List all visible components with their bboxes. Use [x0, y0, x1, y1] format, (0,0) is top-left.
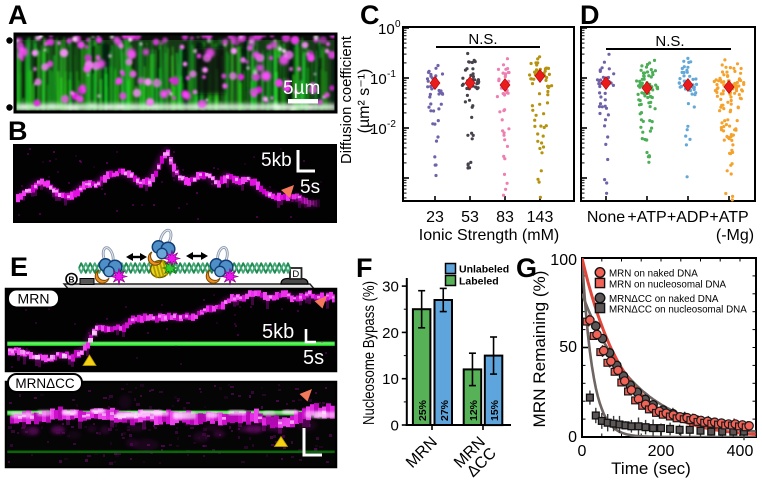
- svg-text:10: 10: [382, 371, 399, 388]
- svg-text:None: None: [587, 209, 625, 226]
- svg-text:50: 50: [559, 339, 577, 356]
- svg-text:5kb: 5kb: [261, 150, 292, 171]
- svg-text:5µm: 5µm: [283, 78, 320, 99]
- svg-text:Diffusion coefficient: Diffusion coefficient: [339, 36, 355, 164]
- svg-text:(µm² s⁻¹): (µm² s⁻¹): [356, 69, 373, 134]
- svg-text:30: 30: [382, 279, 399, 296]
- svg-text:B: B: [68, 275, 74, 285]
- svg-text:12%: 12%: [468, 399, 480, 421]
- svg-text:-1: -1: [387, 69, 396, 80]
- svg-text:10: 10: [378, 21, 395, 38]
- svg-text:A: A: [8, 0, 28, 30]
- svg-text:27%: 27%: [439, 399, 451, 421]
- svg-text:5s: 5s: [300, 177, 320, 198]
- svg-text:N.S.: N.S.: [468, 31, 497, 48]
- svg-text:MRN Remaining (%): MRN Remaining (%): [530, 271, 549, 428]
- svg-text:MRNΔCC: MRNΔCC: [15, 376, 75, 391]
- svg-text:0: 0: [578, 443, 587, 460]
- svg-text:25%: 25%: [417, 399, 429, 421]
- svg-text:0: 0: [390, 418, 398, 435]
- svg-text:MRN: MRN: [18, 291, 50, 307]
- svg-text:+ADP: +ADP: [667, 209, 709, 226]
- svg-text:Nucleosome Bypass (%): Nucleosome Bypass (%): [361, 281, 378, 425]
- svg-text:400: 400: [727, 443, 754, 460]
- svg-text:MRN on naked DNA: MRN on naked DNA: [609, 269, 698, 280]
- svg-text:Labeled: Labeled: [459, 276, 499, 288]
- svg-text:E: E: [10, 252, 28, 282]
- svg-text:C: C: [360, 0, 380, 30]
- svg-text:0: 0: [568, 429, 577, 446]
- svg-text:(-Mg): (-Mg): [716, 227, 754, 244]
- svg-text:MRN on nucleosomal DNA: MRN on nucleosomal DNA: [609, 279, 727, 290]
- svg-text:Unlabeled: Unlabeled: [459, 264, 509, 276]
- svg-text:Time (sec): Time (sec): [611, 459, 691, 478]
- svg-text:B: B: [8, 116, 28, 146]
- svg-text:20: 20: [382, 325, 399, 342]
- svg-text:Ionic Strength (mM): Ionic Strength (mM): [419, 227, 559, 244]
- svg-text:0: 0: [395, 19, 401, 30]
- svg-text:53: 53: [461, 209, 479, 226]
- svg-text:83: 83: [496, 209, 514, 226]
- svg-text:15%: 15%: [489, 399, 501, 421]
- svg-text:5s: 5s: [303, 347, 324, 369]
- svg-text:MRNΔCC on nucleosomal DNA: MRNΔCC on nucleosomal DNA: [609, 304, 747, 315]
- svg-text:+ATP: +ATP: [709, 209, 748, 226]
- svg-text:F: F: [356, 253, 373, 283]
- svg-text:-2: -2: [387, 119, 396, 130]
- svg-text:143: 143: [527, 209, 554, 226]
- svg-text:200: 200: [648, 443, 675, 460]
- svg-text:D: D: [580, 0, 600, 30]
- svg-text:+ATP: +ATP: [627, 209, 666, 226]
- svg-text:100: 100: [550, 252, 577, 269]
- svg-text:N.S.: N.S.: [655, 33, 684, 50]
- svg-text:D: D: [292, 269, 299, 280]
- svg-text:5kb: 5kb: [262, 321, 294, 343]
- svg-text:23: 23: [426, 209, 444, 226]
